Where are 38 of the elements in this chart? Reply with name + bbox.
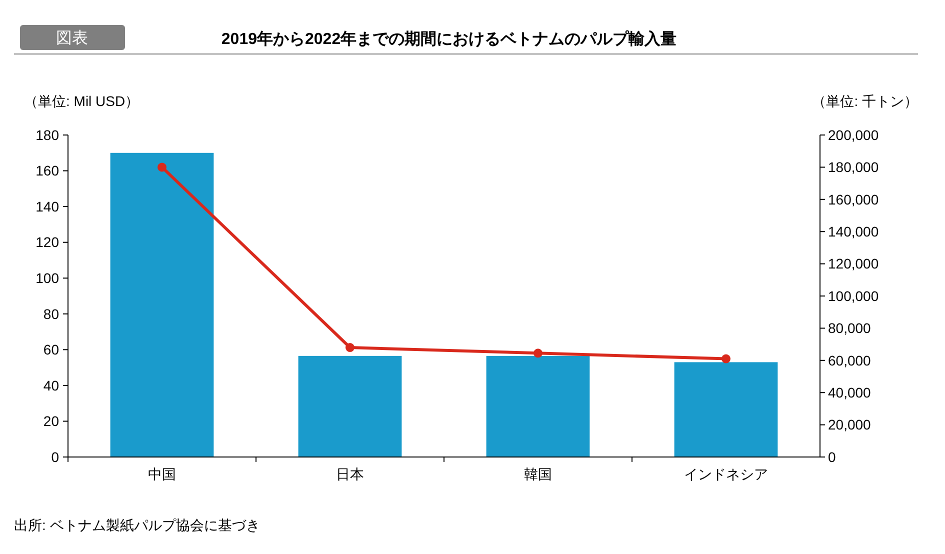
bar [110, 152, 214, 457]
bar [298, 356, 402, 457]
y-tick-label: 140 [36, 198, 60, 214]
y-tick-label: 0 [51, 448, 60, 465]
y2-tick-label: 140,000 [828, 224, 879, 240]
y-tick-label: 160 [36, 162, 60, 179]
chart-title: 2019年から2022年までの期間におけるベトナムのパルプ輸入量 [221, 30, 677, 48]
text: 出所: ベトナム製紙パルプ協会に基づき [14, 517, 260, 533]
y-tick-label: 60 [43, 342, 60, 358]
y-tick-label: 40 [43, 377, 60, 394]
point [534, 348, 542, 358]
text: 図表 [56, 29, 88, 47]
y-tick-label: 180 [36, 126, 60, 143]
y2-tick-label: 160,000 [828, 191, 879, 208]
y2-tick-label: 20,000 [828, 416, 872, 433]
x-tick-label: 日本 [336, 466, 364, 482]
point [722, 354, 730, 364]
bar [674, 362, 778, 457]
x-tick-label: 韓国 [524, 466, 552, 482]
y-tick-label: 100 [36, 270, 60, 286]
y-axis-title: （単位: Mil USD） [24, 93, 140, 109]
y2-tick-label: 100,000 [828, 288, 879, 304]
y2-tick-label: 80,000 [828, 320, 872, 336]
x-tick-label: インドネシア [684, 466, 768, 482]
x-tick-label: 中国 [148, 466, 176, 482]
y2-axis-title: （単位: 千トン） [812, 93, 918, 109]
point [158, 162, 166, 172]
y-tick-label: 120 [36, 234, 60, 250]
y2-tick-label: 180,000 [828, 159, 879, 176]
y2-tick-label: 40,000 [828, 384, 872, 400]
y2-tick-label: 200,000 [828, 126, 879, 143]
y-tick-label: 20 [43, 413, 60, 430]
point [346, 343, 354, 352]
y-tick-label: 80 [43, 306, 60, 322]
bar [486, 356, 590, 457]
y2-tick-label: 0 [828, 448, 836, 465]
y2-tick-label: 60,000 [828, 352, 872, 368]
y2-tick-label: 120,000 [828, 256, 879, 272]
